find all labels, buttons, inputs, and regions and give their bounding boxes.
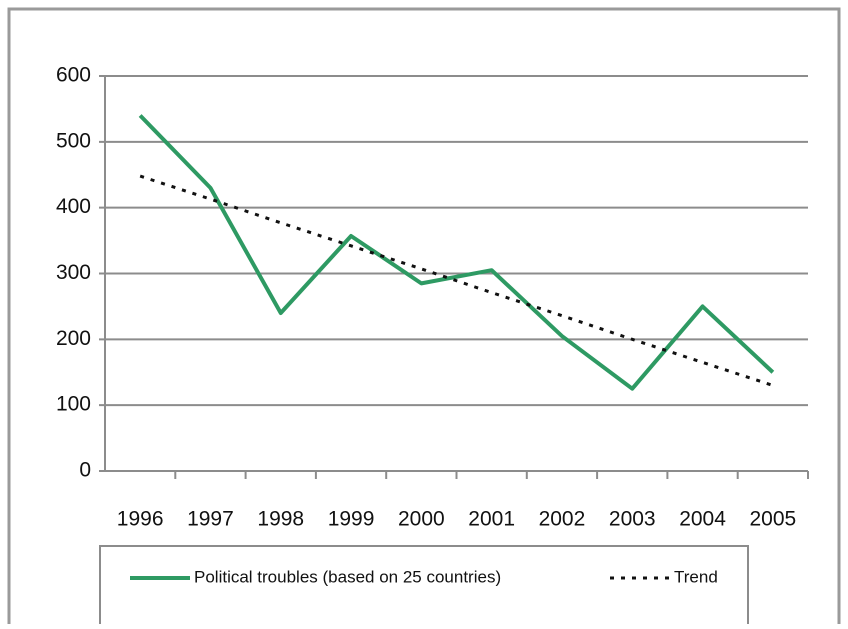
y-tick-label: 0 [79,459,91,482]
y-tick-label: 100 [56,393,91,416]
y-tick-label: 500 [56,129,91,152]
x-tick-label: 2002 [539,508,586,531]
x-tick-label: 2001 [468,508,515,531]
series-line [138,114,775,391]
y-tick-label: 200 [56,327,91,350]
series-line [139,174,774,387]
x-tick-label: 1996 [117,508,164,531]
legend-label: Political troubles (based on 25 countrie… [194,567,501,586]
legend-label: Trend [674,567,718,586]
x-tick-label: 1998 [257,508,304,531]
x-tick-label: 2005 [749,508,796,531]
y-tick-label: 300 [56,261,91,284]
y-tick-label: 600 [56,64,91,87]
x-tick-label: 2004 [679,508,726,531]
x-tick-label: 1999 [328,508,375,531]
x-tick-label: 1997 [187,508,234,531]
x-tick-label: 2003 [609,508,656,531]
y-tick-label: 400 [56,195,91,218]
frame [7,7,841,629]
x-tick-label: 2000 [398,508,445,531]
